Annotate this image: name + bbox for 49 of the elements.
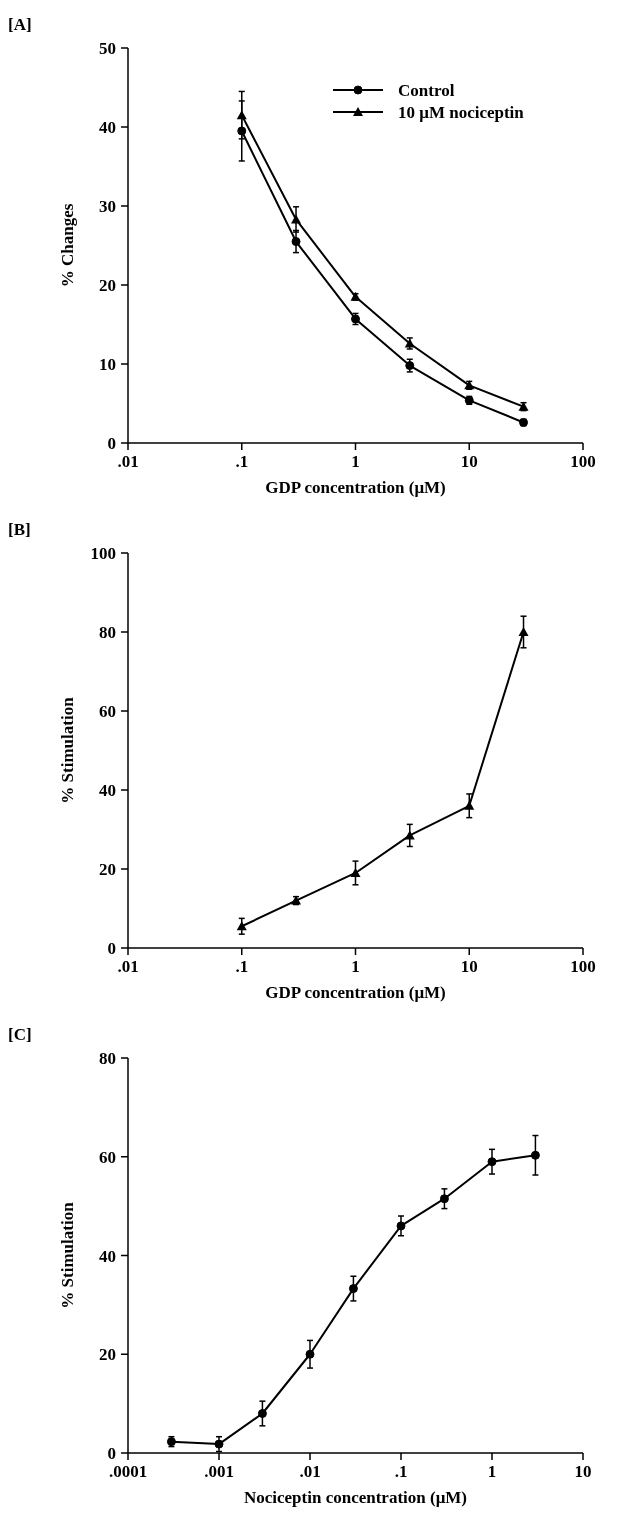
- y-tick-label: 60: [99, 702, 116, 721]
- y-axis-title: % Stimulation: [58, 696, 77, 804]
- x-tick-label: 1: [487, 1462, 497, 1481]
- x-tick-label: .1: [235, 452, 249, 471]
- y-tick-label: 40: [99, 781, 116, 800]
- y-tick-label: 20: [99, 1345, 116, 1365]
- legend-label: 10 μM nociceptin: [398, 103, 525, 122]
- x-tick-label: 100: [570, 452, 596, 471]
- y-axis-title: % Changes: [58, 203, 77, 288]
- x-tick-label: .001: [204, 1462, 234, 1481]
- x-tick-label: 10: [460, 957, 478, 976]
- y-tick-label: 0: [107, 1444, 116, 1463]
- x-tick-label: .01: [299, 1462, 321, 1481]
- x-tick-label: .0001: [108, 1462, 148, 1481]
- chart-title: [C]: [8, 1025, 32, 1044]
- y-tick-label: 40: [99, 1246, 116, 1266]
- point: [236, 921, 247, 931]
- y-tick-label: 10: [99, 355, 116, 374]
- x-axis-title: GDP concentration (μM): [265, 478, 446, 497]
- x-tick-label: .1: [394, 1462, 408, 1481]
- y-tick-label: 80: [99, 623, 116, 642]
- y-tick-label: 20: [99, 276, 116, 295]
- x-tick-label: .01: [117, 957, 139, 976]
- x-tick-label: 10: [460, 452, 478, 471]
- point: [236, 110, 247, 120]
- y-tick-label: 80: [99, 1049, 116, 1068]
- y-tick-label: 60: [99, 1147, 116, 1167]
- y-tick-label: 20: [99, 860, 116, 879]
- x-tick-label: .01: [117, 452, 139, 471]
- y-tick-label: 100: [90, 544, 116, 563]
- y-tick-label: 0: [107, 939, 116, 958]
- point: [291, 237, 301, 247]
- point: [404, 830, 415, 840]
- x-axis-title: Nociceptin concentration (μM): [243, 1488, 468, 1507]
- y-tick-label: 30: [99, 197, 116, 216]
- y-tick-label: 50: [99, 39, 116, 58]
- y-tick-label: 0: [107, 434, 116, 453]
- x-tick-label: 1: [351, 452, 360, 471]
- y-axis-title: % Stimulation: [58, 1201, 77, 1309]
- x-tick-label: 1: [351, 957, 360, 976]
- x-tick-label: .1: [235, 957, 249, 976]
- x-tick-label: 100: [570, 957, 596, 976]
- x-tick-label: 10: [574, 1462, 592, 1481]
- x-axis-title: GDP concentration (μM): [265, 983, 446, 1002]
- legend-label: Control: [398, 81, 455, 100]
- chart-title: [B]: [8, 520, 31, 539]
- chart-title: [A]: [8, 15, 32, 34]
- point: [518, 627, 529, 636]
- y-tick-label: 40: [99, 118, 116, 137]
